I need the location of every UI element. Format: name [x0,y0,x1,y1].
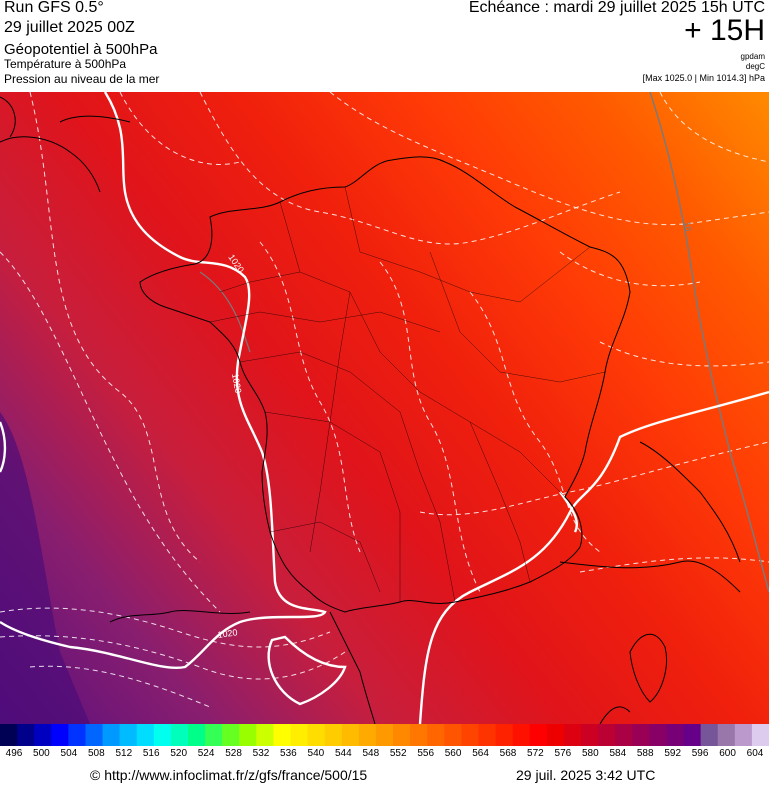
color-swatch [512,724,531,746]
color-swatch [324,724,343,746]
pressure-range: [Max 1025.0 | Min 1014.3] hPa [642,73,765,83]
color-scale-tick: 604 [746,748,764,759]
color-swatch [222,724,240,746]
color-swatch [683,724,702,746]
color-swatch [615,724,633,746]
color-swatch [734,724,753,746]
isobar-label: 1020 [217,627,238,640]
source-credit: © http://www.infoclimat.fr/z/gfs/france/… [90,767,368,783]
color-scale-tick: 600 [719,748,736,759]
country-borders [0,96,741,724]
color-scale-tick: 500 [33,748,50,759]
color-swatch [256,724,275,746]
color-swatch [410,724,428,746]
color-swatch [307,724,326,746]
color-scale-tick: 520 [170,748,188,759]
color-scale-labels: 496 500 504 508 512 516 520 524 528 532 536 540 544 5… [0,748,769,762]
color-scale-tick: 536 [280,748,297,759]
color-swatch [102,724,121,746]
field-temperature: Température à 500hPa [4,57,127,71]
lead-time: + 15H [684,14,765,47]
color-swatch [136,724,155,746]
color-swatch [153,724,172,746]
color-scale-tick: 508 [87,748,105,759]
color-scale-tick: 568 [499,748,517,759]
generated-time: 29 juil. 2025 3:42 UTC [516,767,656,783]
color-swatch [34,724,52,746]
color-scale-bar [0,724,769,746]
color-swatch [51,724,69,746]
isotherm-16 [649,92,769,593]
color-swatch [478,724,497,746]
unit-geopotential: gpdam [740,52,765,61]
department-borders [209,186,606,603]
color-scale-tick: 528 [225,748,242,759]
color-swatch [341,724,360,746]
color-swatch [205,724,223,746]
color-scale-tick: 524 [197,748,215,759]
color-swatch [495,724,514,746]
color-swatch [273,724,292,746]
color-swatch [119,724,138,746]
color-swatch [358,724,377,746]
color-swatch [68,724,87,746]
color-scale-tick: 496 [5,748,23,759]
color-scale-tick: 516 [142,748,160,759]
color-scale-tick: 512 [115,748,133,759]
color-swatch [290,724,309,746]
color-swatch [751,724,769,746]
color-scale-tick: 504 [60,748,78,759]
isotherm-16-west [199,271,251,353]
color-swatch [187,724,206,746]
color-scale-tick: 576 [554,748,572,759]
color-swatch [546,724,565,746]
color-scale-tick: 584 [609,748,627,759]
color-swatch [0,724,18,746]
isobars [0,92,769,724]
color-scale-tick: 548 [362,748,380,759]
color-swatch [170,724,189,746]
field-geopotential: Géopotentiel à 500hPa [4,41,158,58]
color-scale-tick: 592 [664,748,682,759]
color-scale-tick: 556 [417,748,435,759]
color-scale-tick: 564 [472,748,489,759]
color-scale-tick: 560 [444,748,462,759]
color-swatch [632,724,650,746]
color-swatch [461,724,480,746]
color-swatch [375,724,394,746]
isotherms [0,92,769,708]
color-swatch [717,724,736,746]
isotherm-label: 16 [682,221,694,233]
color-swatch [444,724,462,746]
color-swatch [700,724,719,746]
color-swatch [598,724,616,746]
low-geopotential-area [0,412,90,724]
color-swatch [563,724,582,746]
field-pressure: Pression au niveau de la mer [4,72,160,86]
color-swatch [85,724,104,746]
color-swatch [239,724,257,746]
forecast-map[interactable]: 1020 1020 1020 16 [0,92,769,724]
color-scale-tick: 572 [527,748,544,759]
geopotential-field [0,92,769,724]
color-scale-tick: 544 [334,748,352,759]
forecast-valid-time: Echéance : mardi 29 juillet 2025 15h UTC [468,0,765,16]
unit-temperature: degC [745,62,765,71]
color-swatch [393,724,411,746]
color-swatch [427,724,445,746]
color-scale-tick: 588 [636,748,654,759]
color-swatch [649,724,668,746]
color-swatch [17,724,35,746]
color-scale-tick: 540 [307,748,325,759]
color-scale-tick: 532 [252,748,270,759]
color-swatch [581,724,599,746]
color-scale-tick: 596 [691,748,709,759]
color-swatch [666,724,685,746]
color-scale-tick: 580 [581,748,599,759]
color-swatch [529,724,548,746]
isobar-label: 1020 [230,373,243,394]
color-scale-tick: 552 [389,748,407,759]
run-title: Run GFS 0.5° [4,0,104,16]
run-date: 29 juillet 2025 00Z [4,19,135,36]
